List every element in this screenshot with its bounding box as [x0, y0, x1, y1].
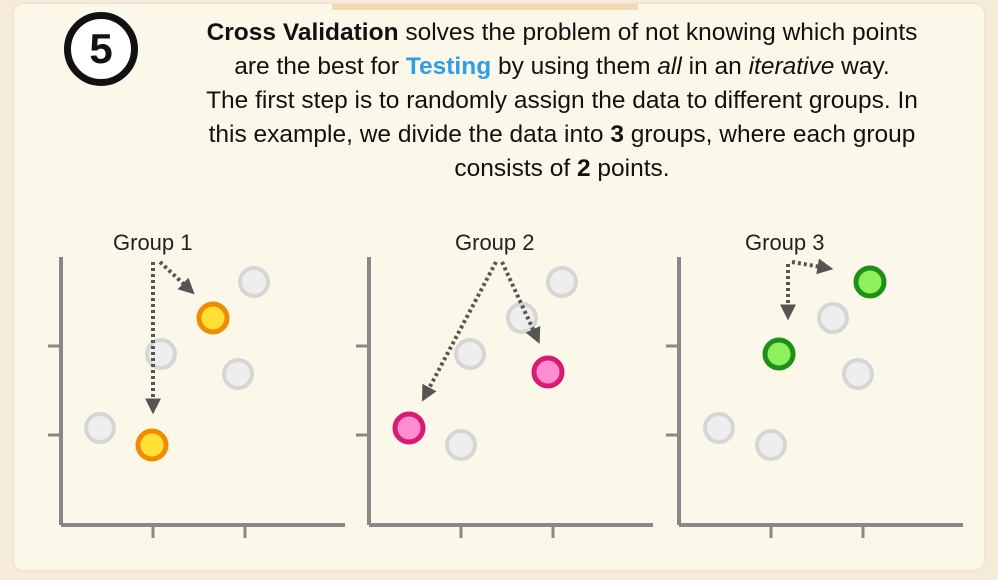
dotted-arrow — [158, 260, 195, 295]
description-line-5: consists of 2 points. — [454, 155, 670, 182]
group-3-point — [853, 265, 887, 299]
panel-label: Group 1 — [113, 230, 193, 255]
group-1-point — [196, 301, 230, 335]
description-line-2: are the best for Testing by using them a… — [234, 53, 890, 80]
panel-group-1: Group 1 — [48, 230, 345, 538]
data-point — [222, 358, 254, 390]
data-point — [454, 338, 486, 370]
group-1-point — [135, 428, 169, 462]
data-point — [755, 429, 787, 461]
data-point — [546, 266, 578, 298]
dotted-arrow — [422, 261, 498, 402]
panel-label: Group 3 — [745, 230, 825, 255]
top-tab-decoration — [332, 4, 638, 10]
step-number: 5 — [89, 25, 113, 72]
data-point — [84, 412, 116, 444]
panel-group-2: Group 2 — [356, 230, 653, 538]
data-point — [445, 429, 477, 461]
group-3-point — [762, 337, 796, 371]
dotted-arrow — [791, 258, 834, 275]
group-2-point — [392, 411, 426, 445]
panel-label: Group 2 — [455, 230, 535, 255]
description-text: Cross Validation solves the problem of n… — [152, 16, 972, 186]
data-point — [817, 302, 849, 334]
cross-validation-term: Cross Validation — [206, 19, 399, 46]
axes — [666, 257, 963, 538]
axes — [48, 257, 345, 538]
data-point — [238, 266, 270, 298]
group-2-point — [531, 355, 565, 389]
description-line-3: The first step is to randomly assign the… — [206, 87, 918, 114]
data-point — [703, 412, 735, 444]
slide-card — [14, 4, 984, 570]
testing-term: Testing — [405, 53, 492, 80]
axes — [356, 257, 653, 538]
data-point — [842, 358, 874, 390]
description-line-4: this example, we divide the data into 3 … — [208, 121, 916, 148]
description-line-1: Cross Validation solves the problem of n… — [206, 19, 918, 46]
step-number-badge: 5 — [64, 12, 138, 86]
dotted-arrow — [500, 261, 541, 344]
panel-group-3: Group 3 — [666, 230, 963, 538]
